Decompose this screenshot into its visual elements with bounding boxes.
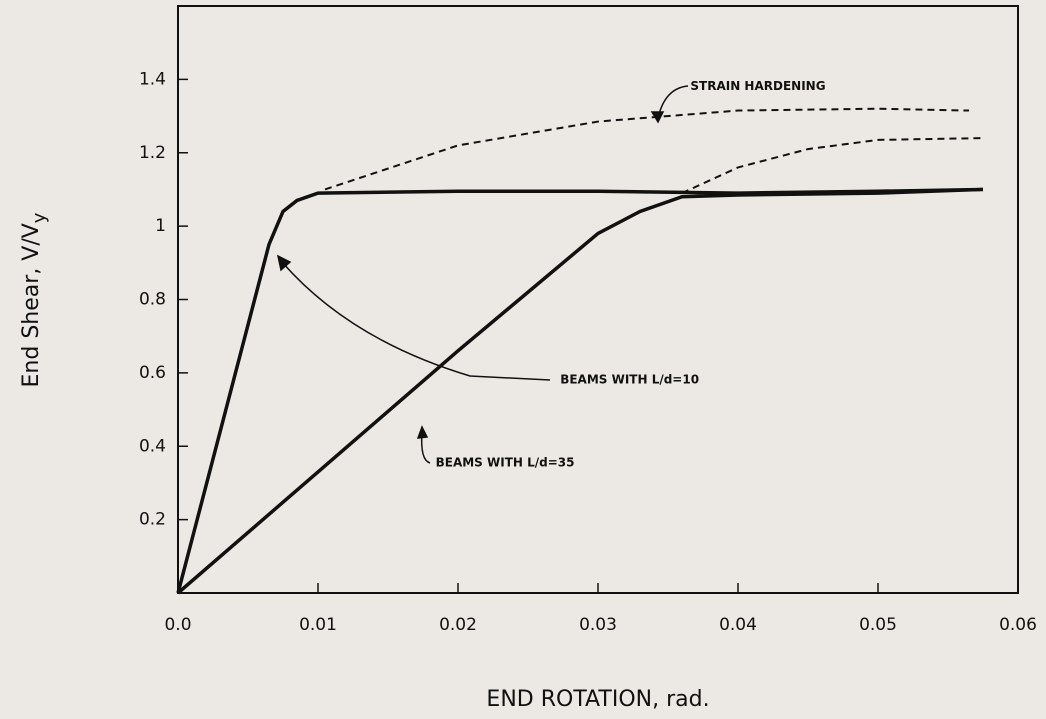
annotation: BEAMS WITH L/d=35 (436, 456, 575, 470)
x-tick-label: 0.02 (439, 615, 477, 635)
x-tick-label: 0.0 (164, 615, 191, 635)
y-tick-label: 0.6 (139, 363, 166, 383)
annotation: BEAMS WITH L/d=10 (560, 373, 699, 387)
y-tick-label: 0.4 (139, 436, 166, 456)
dashed-line (324, 107, 970, 191)
arrowhead (416, 425, 429, 439)
y-tick-label: 0.8 (139, 290, 166, 310)
arrow-ld10 (281, 261, 551, 381)
x-tick-label: 0.06 (999, 615, 1037, 635)
y-tick-label: 1.4 (139, 69, 166, 89)
y-tick-label: 1 (155, 216, 166, 236)
line (176, 187, 984, 595)
line (176, 187, 984, 594)
y-tick-label: 0.2 (139, 510, 166, 530)
annotation: STRAIN HARDENING (690, 79, 825, 93)
x-axis-label: END ROTATION, rad. (486, 687, 709, 712)
y-tick-label: 1.2 (139, 143, 166, 163)
arrows (276, 85, 689, 464)
x-tick-label: 0.04 (719, 615, 757, 635)
y-axis-label-sub: y (29, 212, 50, 223)
plot-frame (177, 5, 1019, 594)
dashed-line (681, 137, 984, 195)
x-tick-label: 0.01 (299, 615, 337, 635)
y-axis-label-main: End Shear, V/V (19, 223, 44, 387)
y-axis-label: End Shear, V/Vy (19, 212, 50, 387)
arrowhead (276, 254, 292, 272)
x-tick-label: 0.03 (579, 615, 617, 635)
x-tick-label: 0.05 (859, 615, 897, 635)
